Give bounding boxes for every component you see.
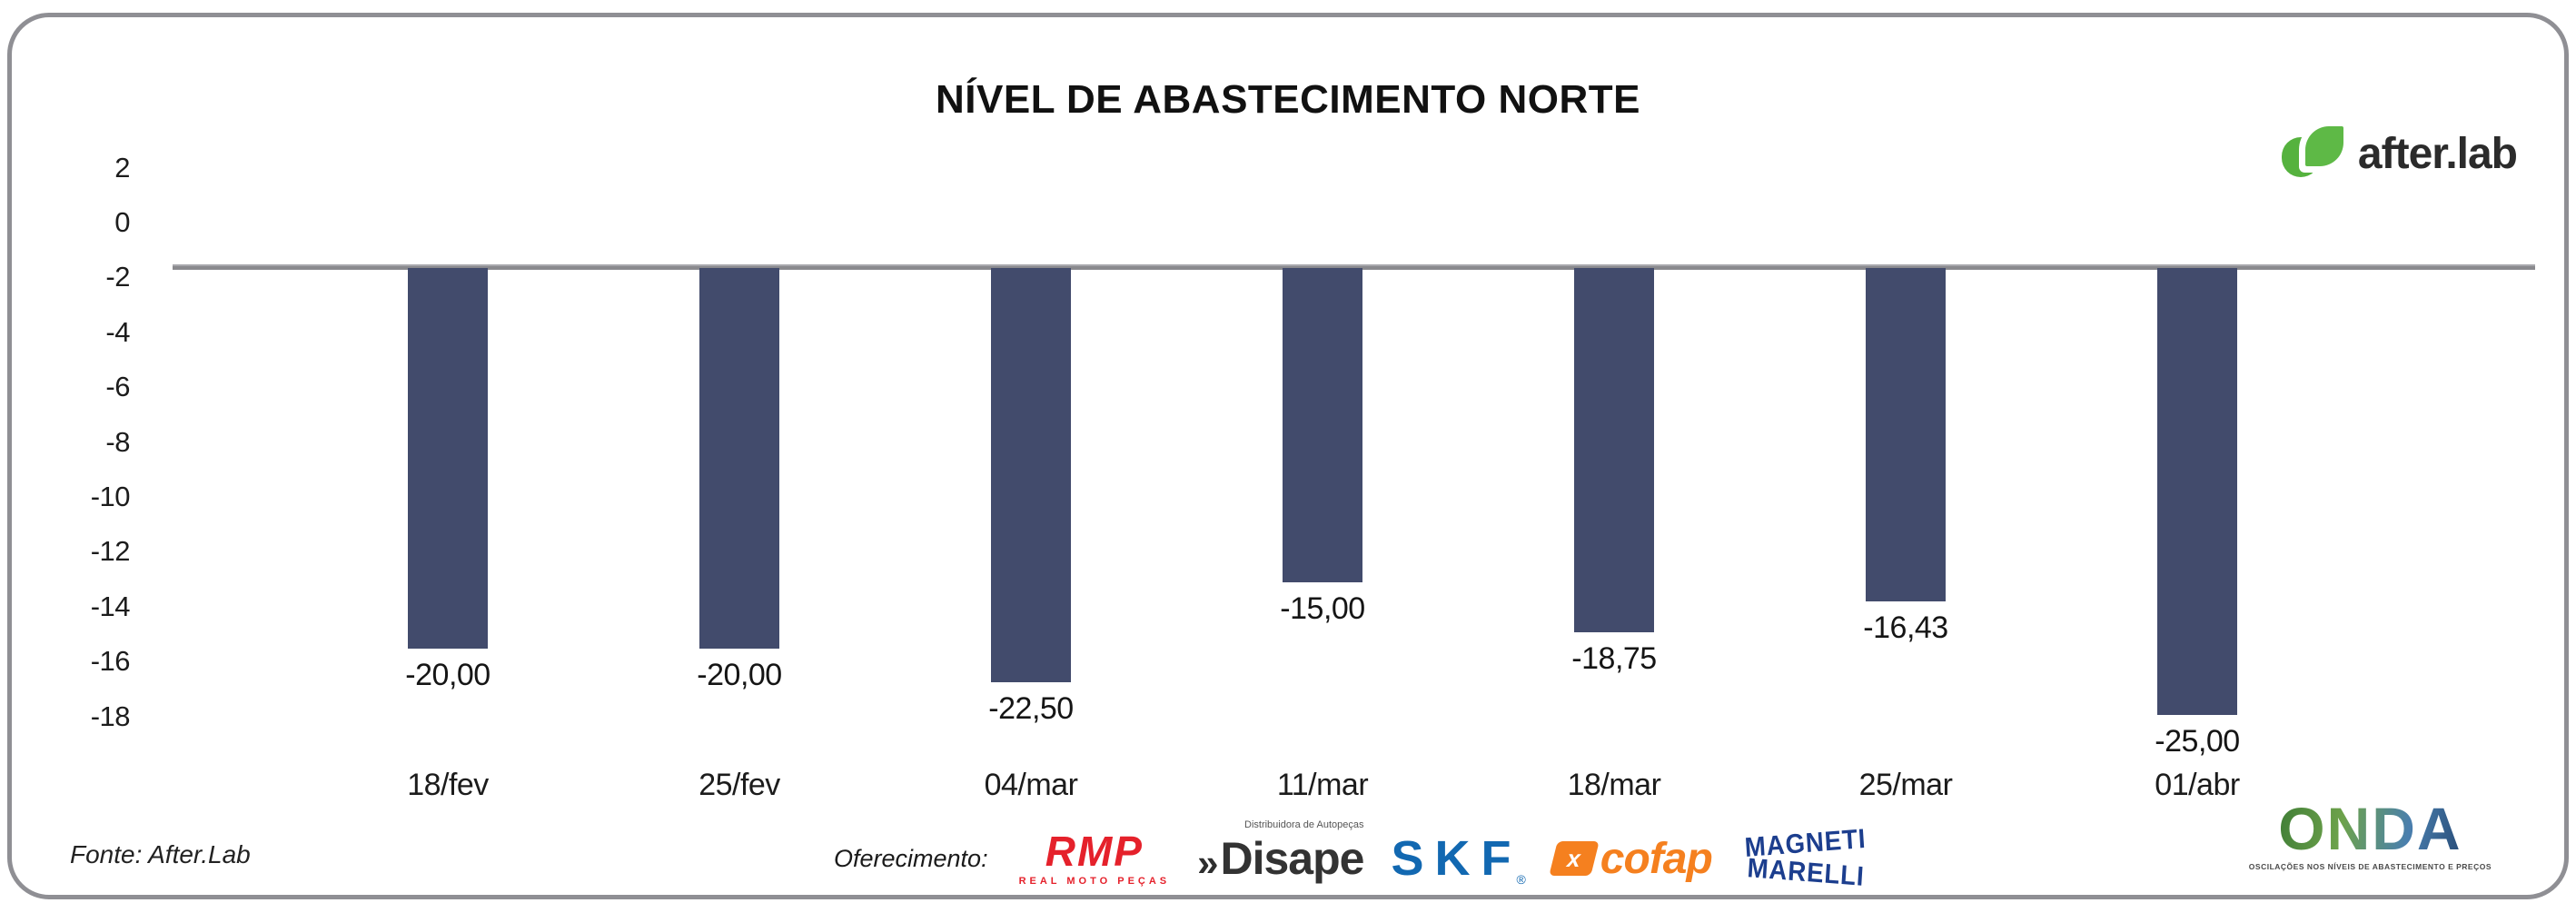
- sponsors-row: Oferecimento: RMP REAL MOTO PEÇAS » Disa…: [834, 815, 1871, 902]
- cofap-arrow-icon: x: [1549, 841, 1600, 876]
- y-axis-tick-label: -4: [105, 315, 130, 348]
- disape-logo: » Disape Distribuidora de Autopeças: [1197, 819, 1365, 885]
- x-axis-tick-label: 01/abr: [2155, 768, 2240, 802]
- y-axis-tick-label: -16: [90, 645, 131, 678]
- bar-value-label: -20,00: [697, 658, 782, 692]
- magneti-marelli-logo: MAGNETI MARELLI: [1744, 824, 1867, 892]
- y-axis-tick-label: -14: [90, 590, 131, 622]
- afterlab-logo: after.lab: [2281, 124, 2518, 183]
- onda-logo: ONDA OSCILAÇÕES NOS NÍVEIS DE ABASTECIME…: [2249, 799, 2492, 871]
- disape-chevrons-icon: »: [1197, 841, 1219, 884]
- bar-25/mar: [1866, 268, 1946, 601]
- plot-area: 2 0 -2 -4 -6 -8 -10 -12 -14 -16 -18 -20,00 18/fev -20…: [12, 17, 2564, 895]
- y-axis-tick-label: 0: [114, 206, 130, 238]
- onda-logo-text: ONDA: [2278, 795, 2462, 862]
- disape-logo-text: Disape: [1220, 833, 1365, 884]
- cofap-logo: x cofap: [1549, 834, 1713, 884]
- y-axis-tick-label: -8: [105, 425, 130, 458]
- bar-value-label: -15,00: [1280, 591, 1365, 626]
- afterlab-logo-text: after.lab: [2357, 129, 2518, 178]
- rmp-logo-tagline: REAL MOTO PEÇAS: [1018, 876, 1171, 887]
- sponsors-label: Oferecimento:: [834, 844, 988, 872]
- bar-value-label: -18,75: [1571, 641, 1657, 676]
- bar-04/mar: [991, 268, 1071, 682]
- onda-logo-tagline: OSCILAÇÕES NOS NÍVEIS DE ABASTECIMENTO E…: [2248, 862, 2492, 871]
- bar-18/mar: [1574, 268, 1654, 632]
- bar-11/mar: [1283, 268, 1362, 582]
- y-axis-tick-label: -18: [90, 700, 131, 732]
- y-axis-tick-label: -2: [105, 261, 130, 293]
- skf-registered-mark: ®: [1516, 872, 1526, 887]
- zero-baseline: [173, 264, 2535, 270]
- bar-value-label: -16,43: [1863, 610, 1948, 645]
- y-axis-tick-label: -6: [105, 371, 130, 403]
- rmp-logo: RMP REAL MOTO PEÇAS: [1019, 830, 1171, 887]
- x-axis-tick-label: 18/fev: [407, 768, 489, 802]
- disape-logo-tagline: Distribuidora de Autopeças: [1244, 819, 1364, 830]
- bar-18/fev: [408, 268, 488, 649]
- skf-logo: SKF ®: [1391, 830, 1525, 887]
- x-axis-tick-label: 11/mar: [1276, 768, 1369, 802]
- x-axis-tick-label: 18/mar: [1567, 768, 1661, 802]
- y-axis-tick-label: 2: [114, 151, 130, 184]
- skf-logo-text: SKF: [1391, 831, 1522, 886]
- bar-25/fev: [699, 268, 779, 649]
- magneti-logo-line2: MARELLI: [1746, 853, 1865, 892]
- bar-value-label: -20,00: [405, 658, 490, 692]
- y-axis-tick-label: -12: [90, 535, 131, 568]
- cofap-logo-text: cofap: [1600, 834, 1713, 883]
- chart-card: NÍVEL DE ABASTECIMENTO NORTE after.lab 2…: [7, 13, 2569, 899]
- chart-title: NÍVEL DE ABASTECIMENTO NORTE: [936, 77, 1640, 122]
- bar-value-label: -25,00: [2155, 724, 2240, 759]
- y-axis-tick-label: -10: [90, 481, 131, 512]
- afterlab-leaf-icon: [2281, 124, 2349, 183]
- bar-value-label: -22,50: [988, 691, 1074, 726]
- rmp-logo-text: RMP: [1045, 828, 1144, 875]
- x-axis-tick-label: 25/fev: [698, 768, 780, 802]
- source-note: Fonte: After.Lab: [70, 840, 251, 868]
- x-axis-tick-label: 25/mar: [1858, 768, 1953, 802]
- bar-01/abr: [2157, 268, 2237, 715]
- x-axis-tick-label: 04/mar: [984, 768, 1078, 802]
